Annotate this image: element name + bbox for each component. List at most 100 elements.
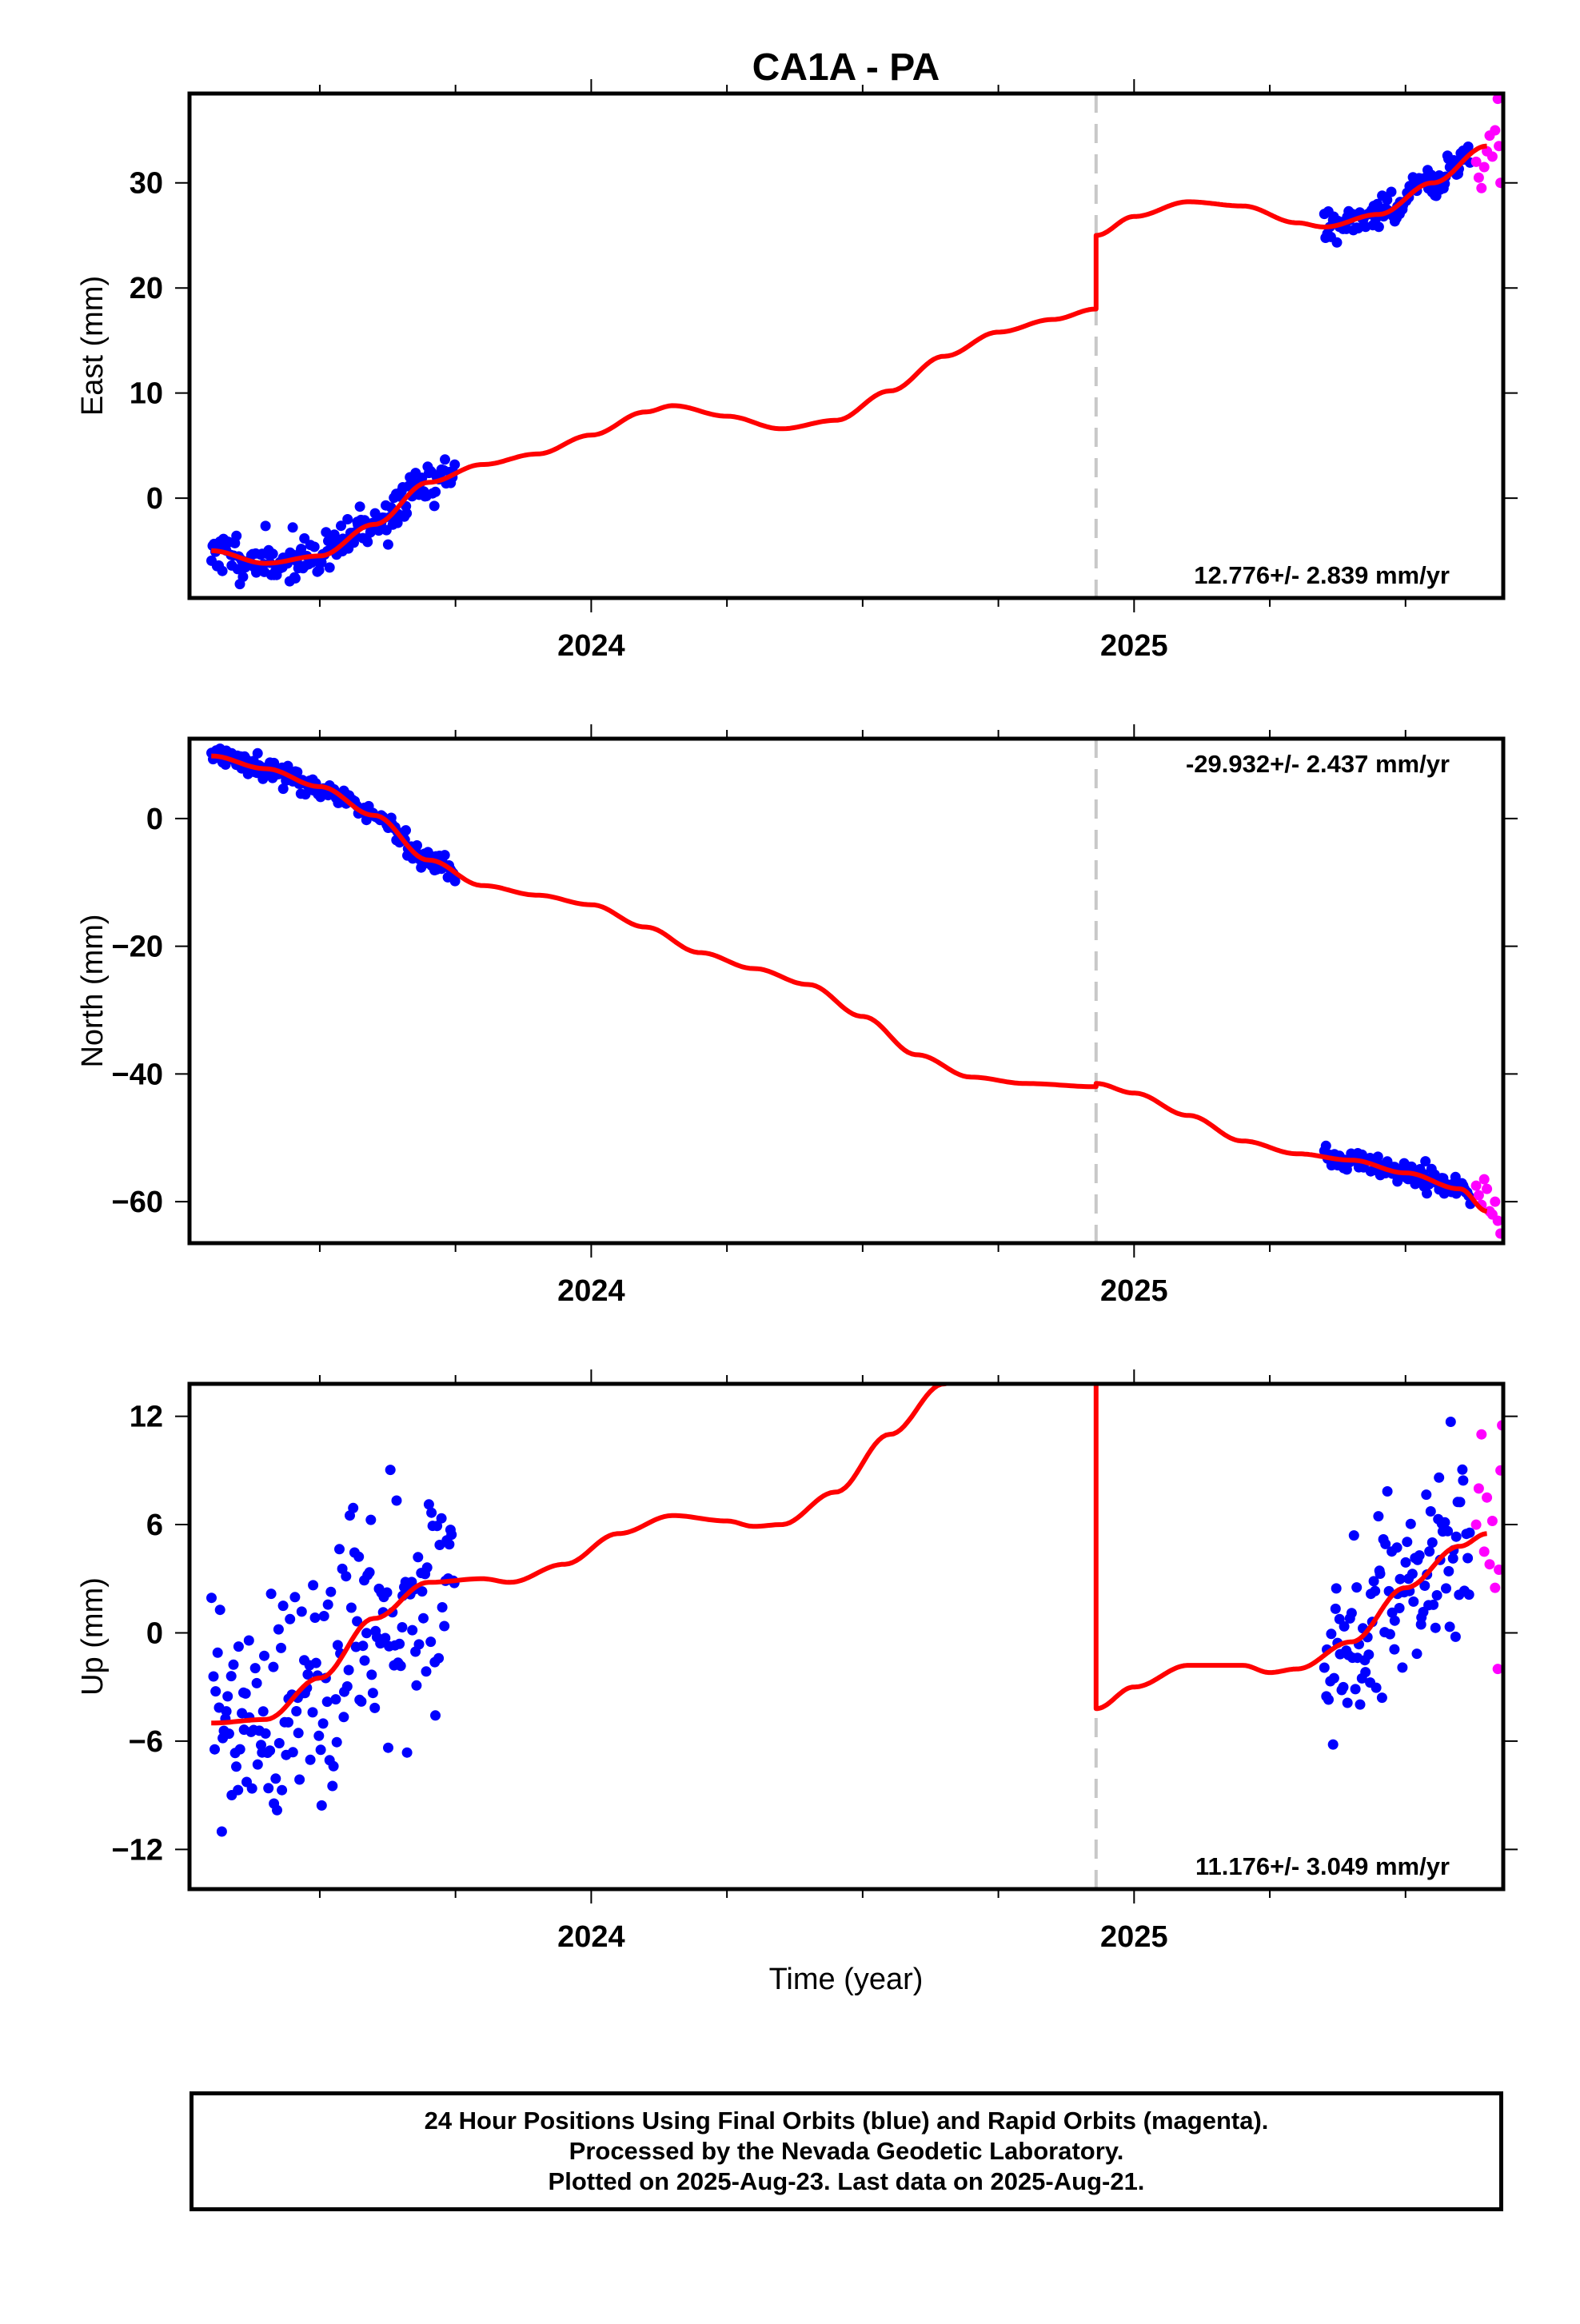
final-orbit-point <box>1458 1475 1469 1486</box>
final-orbit-point <box>263 1783 274 1794</box>
rapid-orbit-point <box>1494 141 1503 152</box>
final-orbit-point <box>432 1521 443 1532</box>
model-curve <box>211 143 1488 566</box>
final-orbit-point <box>313 1730 325 1741</box>
final-orbit-point <box>296 1606 307 1617</box>
final-orbit-point <box>209 1744 220 1755</box>
final-orbit-point <box>260 520 271 532</box>
final-orbit-point <box>342 514 353 524</box>
final-orbit-point <box>429 500 440 512</box>
final-orbit-point <box>268 1661 279 1672</box>
final-orbit-point <box>359 1655 370 1666</box>
final-orbit-point <box>332 1640 343 1651</box>
final-orbit-point <box>308 1580 319 1591</box>
y-tick-label: −20 <box>112 931 163 964</box>
final-orbit-point <box>246 1783 257 1794</box>
final-orbit-point <box>1406 1569 1418 1580</box>
final-orbit-point <box>1447 1553 1458 1564</box>
y-tick-label: 0 <box>146 482 163 516</box>
final-orbit-point <box>1382 194 1393 205</box>
final-orbit-point <box>1428 1599 1439 1610</box>
final-orbit-point <box>216 1826 227 1837</box>
final-orbit-point <box>1422 1188 1432 1199</box>
final-orbit-point <box>421 1666 432 1677</box>
final-orbit-point <box>1450 1631 1461 1642</box>
final-orbit-point <box>343 1664 354 1676</box>
final-orbit-point <box>223 1728 234 1740</box>
final-orbit-point <box>413 1639 425 1650</box>
final-orbit-point <box>296 544 307 555</box>
rapid-orbit-point <box>1494 1565 1503 1575</box>
panel-frame <box>187 736 1506 1246</box>
final-orbit-point <box>412 840 422 851</box>
final-orbit-point <box>222 1691 233 1702</box>
final-orbit-point <box>1384 1628 1395 1640</box>
final-orbit-point <box>231 530 242 541</box>
final-orbit-point <box>1402 1537 1413 1548</box>
final-orbit-point <box>433 1652 445 1664</box>
final-orbit-point <box>440 454 450 465</box>
final-orbit-point <box>316 1800 327 1811</box>
final-orbit-point <box>285 1613 296 1624</box>
rapid-orbit-point <box>1482 1183 1493 1194</box>
final-orbit-point <box>233 1784 244 1796</box>
final-orbit-point <box>444 1539 455 1550</box>
final-orbit-point <box>309 1612 321 1623</box>
rate-label: 11.176+/- 3.049 mm/yr <box>1195 1852 1450 1880</box>
panel-frame <box>187 91 1506 600</box>
final-orbit-point <box>1445 1417 1456 1427</box>
final-orbit-point <box>1342 1697 1353 1708</box>
rate-label: -29.932+/- 2.437 mm/yr <box>1186 750 1450 778</box>
final-orbit-point <box>352 1616 363 1627</box>
final-orbit-point <box>256 1740 266 1751</box>
final-orbit-point <box>277 1600 289 1612</box>
final-orbit-point <box>430 486 441 497</box>
final-orbit-point <box>1376 1692 1387 1704</box>
final-orbit-point <box>206 1593 217 1604</box>
final-orbit-point <box>1326 1628 1337 1640</box>
final-orbit-point <box>334 1544 345 1555</box>
final-orbit-point <box>357 1640 369 1652</box>
final-orbit-point <box>1350 1684 1361 1695</box>
plot-area <box>206 739 1503 1243</box>
final-orbit-point <box>330 1694 341 1705</box>
final-orbit-point <box>392 517 403 528</box>
final-orbit-point <box>1454 1497 1466 1508</box>
final-orbit-point <box>292 767 303 778</box>
caption-line-2: Processed by the Nevada Geodetic Laborat… <box>569 2137 1124 2165</box>
final-orbit-point <box>1450 1531 1462 1542</box>
final-orbit-point <box>252 1759 263 1770</box>
y-tick-label: 12 <box>130 1401 163 1434</box>
y-axis-label: East (mm) <box>76 276 110 416</box>
rapid-orbit-point <box>1490 125 1501 136</box>
final-orbit-point <box>259 1650 269 1661</box>
final-orbit-point <box>1405 1518 1416 1529</box>
caption-box: 24 Hour Positions Using Final Orbits (bl… <box>190 2091 1503 2211</box>
final-orbit-point <box>401 508 413 519</box>
final-orbit-point <box>260 1728 271 1739</box>
final-orbit-point <box>210 1686 221 1697</box>
final-orbit-point <box>300 789 311 800</box>
final-orbit-point <box>1408 1596 1419 1607</box>
final-orbit-point <box>1368 1576 1379 1587</box>
y-tick-label: −60 <box>112 1186 163 1219</box>
plot-area <box>206 1384 1503 1889</box>
final-orbit-point <box>270 1773 281 1784</box>
final-orbit-point <box>446 1529 457 1541</box>
final-orbit-point <box>1444 1621 1455 1632</box>
final-orbit-point <box>449 459 461 470</box>
final-orbit-point <box>208 1671 219 1682</box>
final-orbit-point <box>276 1642 286 1653</box>
final-orbit-point <box>1351 1582 1363 1593</box>
x-tick-label: 2025 <box>1100 1274 1168 1308</box>
final-orbit-point <box>1386 186 1397 197</box>
final-orbit-point <box>1331 237 1343 248</box>
final-orbit-point <box>1355 1699 1366 1710</box>
y-tick-label: −12 <box>112 1833 163 1867</box>
final-orbit-point <box>418 1612 429 1624</box>
final-orbit-point <box>1339 1620 1350 1632</box>
figure-title: CA1A - PA <box>752 46 940 89</box>
final-orbit-point <box>1420 1156 1431 1167</box>
final-orbit-point <box>1425 1506 1436 1517</box>
